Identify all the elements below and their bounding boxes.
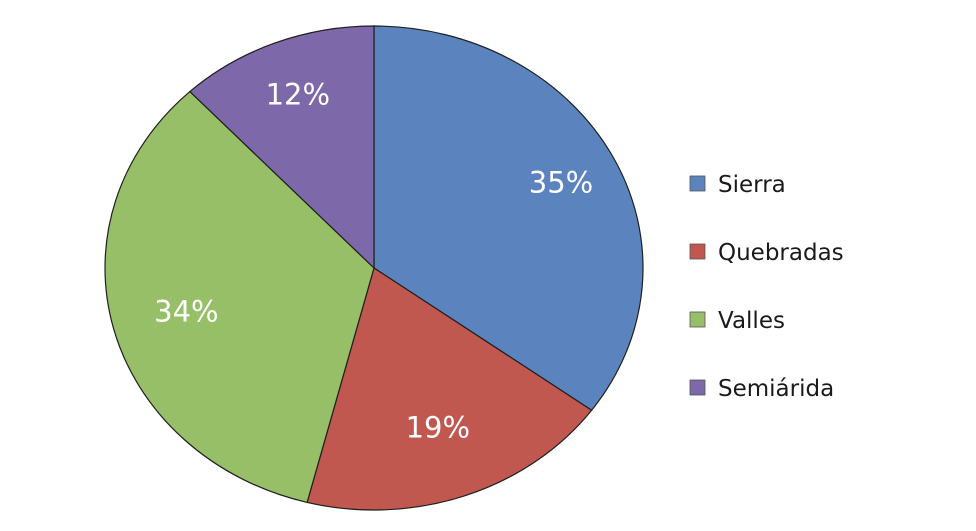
legend-label-sierra: Sierra <box>718 172 786 198</box>
legend-label-valles: Valles <box>718 308 785 334</box>
legend: Sierra Quebradas Valles Semiárida <box>689 172 844 402</box>
legend-label-quebradas: Quebradas <box>718 240 844 266</box>
pie-slice-valles <box>104 90 375 504</box>
slice-label-semiarida: 12% <box>266 78 330 112</box>
pie-slices <box>104 25 644 511</box>
pie-slice-sierra <box>373 25 644 412</box>
legend-swatch-quebradas <box>689 243 706 260</box>
legend-swatch-semiarida <box>689 379 706 396</box>
legend-item-quebradas: Quebradas <box>689 240 844 266</box>
pie-slice-quebradas <box>306 267 593 511</box>
slice-label-quebradas: 19% <box>406 410 470 444</box>
slice-label-valles: 34% <box>154 294 218 328</box>
legend-swatch-sierra <box>689 175 706 192</box>
legend-item-valles: Valles <box>689 308 785 334</box>
pie-slice-semiarida <box>188 25 375 270</box>
legend-label-semiarida: Semiárida <box>718 376 834 402</box>
legend-item-semiarida: Semiárida <box>689 376 834 402</box>
slice-label-sierra: 35% <box>529 165 593 199</box>
legend-item-sierra: Sierra <box>689 172 786 198</box>
legend-swatch-valles <box>689 311 706 328</box>
pie-slice-labels: 35% 19% 34% 12% <box>154 78 593 445</box>
